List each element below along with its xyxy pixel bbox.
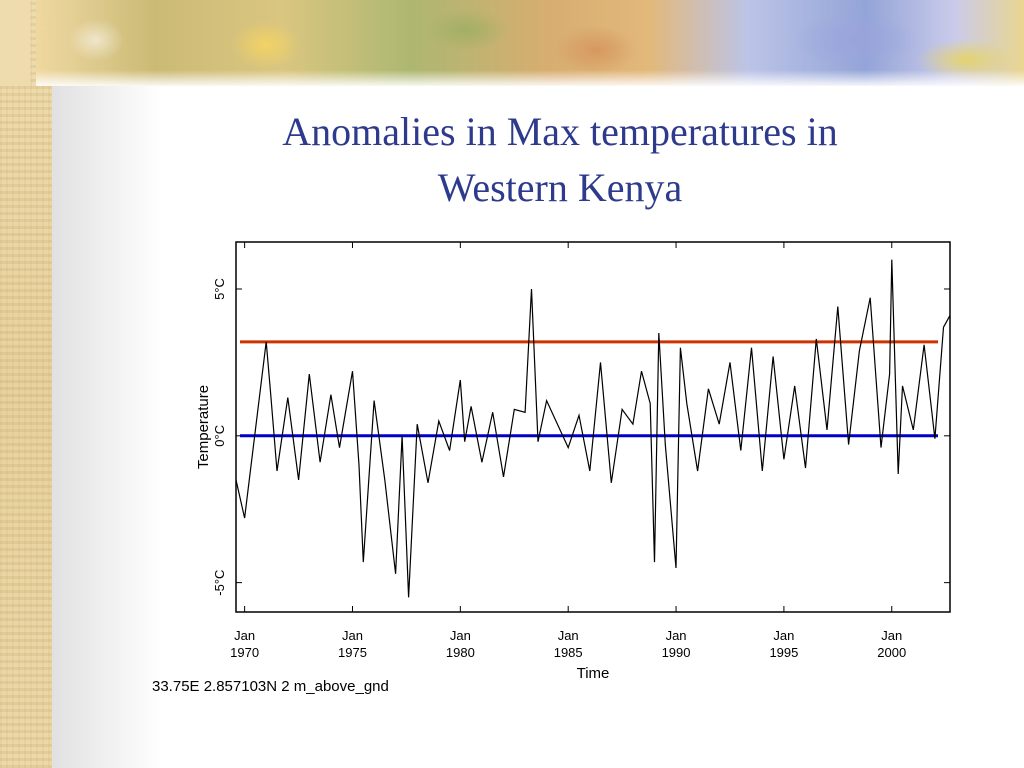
plot-frame: [235, 241, 951, 613]
reference-lines: [240, 340, 938, 438]
x-tick-label-year: 1980: [446, 645, 475, 660]
y-tick-labels: 5°C 0°C -5°C: [212, 278, 227, 596]
slide-title: Anomalies in Max temperatures in Western…: [150, 104, 970, 216]
slide-title-line-1: Anomalies in Max temperatures in: [282, 109, 838, 154]
x-tick-label-month: Jan: [558, 628, 579, 643]
x-tick-label-year: 2000: [877, 645, 906, 660]
x-tick-label-year: 1975: [338, 645, 367, 660]
parchment-shadow: [52, 0, 162, 768]
banner-fade: [36, 70, 1024, 86]
series-line-temperature-anomaly: [235, 259, 951, 598]
parchment-border: [0, 0, 52, 768]
y-tick-label: 5°C: [212, 278, 227, 300]
y-tick-label: 0°C: [212, 425, 227, 447]
x-tick-marks: [244, 242, 893, 612]
x-tick-labels: Jan 1970 Jan 1975 Jan 1980 Jan 1985 Jan 1990 Jan 19…: [230, 628, 906, 660]
x-tick-label-month: Jan: [450, 628, 471, 643]
x-tick-label-year: 1995: [769, 645, 798, 660]
x-tick-label-month: Jan: [773, 628, 794, 643]
x-tick-label-month: Jan: [342, 628, 363, 643]
x-tick-label-year: 1970: [230, 645, 259, 660]
slide-title-line-2: Western Kenya: [437, 165, 683, 210]
temperature-anomaly-chart: Jan 1970 Jan 1975 Jan 1980 Jan 1985 Jan 1990 Jan 19…: [195, 241, 951, 682]
y-axis-label: Temperature: [195, 385, 212, 469]
location-caption: 33.75E 2.857103N 2 m_above_gnd: [152, 678, 389, 695]
x-axis-label: Time: [577, 665, 610, 682]
x-tick-label-year: 1990: [662, 645, 691, 660]
x-tick-label-month: Jan: [881, 628, 902, 643]
x-tick-label-month: Jan: [666, 628, 687, 643]
y-tick-label: -5°C: [212, 570, 227, 596]
x-tick-label-month: Jan: [234, 628, 255, 643]
x-tick-label-year: 1985: [554, 645, 583, 660]
